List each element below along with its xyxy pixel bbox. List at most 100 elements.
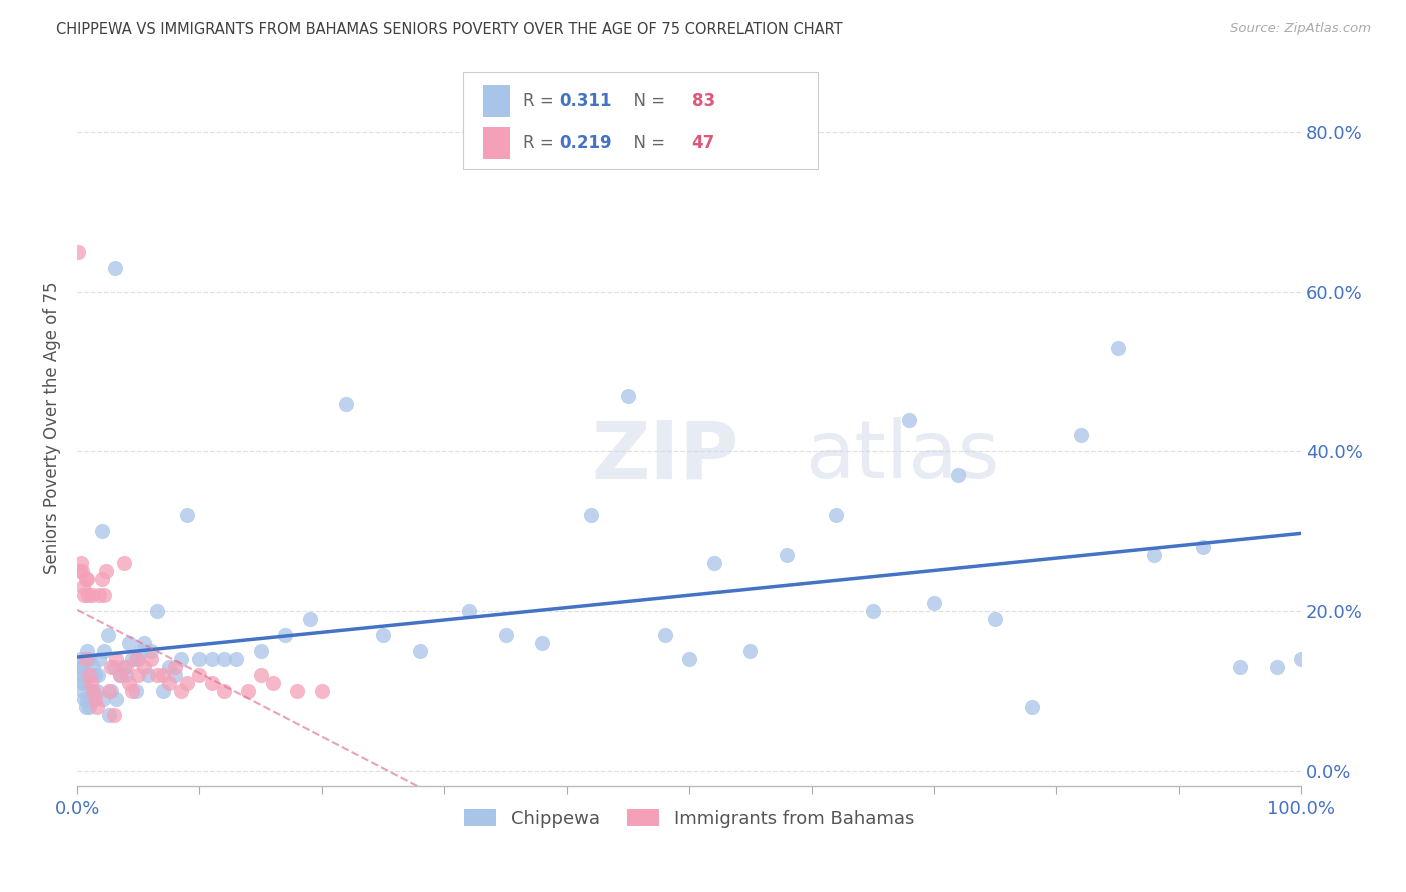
Point	[73, 691, 96, 706]
Point	[103, 660, 125, 674]
Point	[862, 604, 884, 618]
Point	[127, 667, 149, 681]
Point	[76, 691, 98, 706]
Point	[115, 660, 138, 674]
Text: R =: R =	[523, 134, 558, 152]
Point	[69, 667, 91, 681]
Text: CHIPPEWA VS IMMIGRANTS FROM BAHAMAS SENIORS POVERTY OVER THE AGE OF 75 CORRELATI: CHIPPEWA VS IMMIGRANTS FROM BAHAMAS SENI…	[56, 22, 842, 37]
Point	[163, 667, 186, 681]
Point	[79, 699, 101, 714]
Point	[145, 604, 167, 618]
Point	[70, 660, 93, 674]
Point	[176, 675, 198, 690]
Point	[75, 652, 97, 666]
Point	[97, 628, 120, 642]
Point	[82, 683, 104, 698]
Point	[72, 675, 94, 690]
Point	[531, 636, 554, 650]
Text: N =: N =	[623, 92, 671, 110]
Point	[922, 596, 945, 610]
Point	[100, 660, 122, 674]
Point	[1265, 660, 1288, 674]
Point	[225, 652, 247, 666]
Point	[100, 683, 122, 698]
Text: R =: R =	[523, 92, 558, 110]
Point	[1021, 699, 1043, 714]
Point	[371, 628, 394, 642]
Point	[87, 667, 110, 681]
Text: Source: ZipAtlas.com: Source: ZipAtlas.com	[1230, 22, 1371, 36]
Text: 47: 47	[692, 134, 714, 152]
Point	[70, 667, 93, 681]
Point	[104, 260, 127, 275]
Point	[188, 667, 211, 681]
Point	[72, 580, 94, 594]
Point	[77, 652, 100, 666]
Point	[1229, 660, 1251, 674]
Point	[108, 667, 131, 681]
Point	[125, 683, 148, 698]
Point	[163, 660, 186, 674]
Point	[170, 683, 193, 698]
Point	[170, 652, 193, 666]
Point	[139, 644, 162, 658]
Point	[73, 588, 96, 602]
Point	[212, 652, 235, 666]
Point	[69, 564, 91, 578]
Point	[201, 652, 224, 666]
Point	[1289, 652, 1312, 666]
Point	[152, 667, 174, 681]
Point	[125, 652, 148, 666]
Point	[1143, 548, 1166, 562]
Point	[112, 660, 135, 674]
Point	[409, 644, 432, 658]
Point	[274, 628, 297, 642]
Point	[79, 652, 101, 666]
Point	[1192, 540, 1215, 554]
Point	[457, 604, 479, 618]
Point	[86, 699, 108, 714]
Point	[76, 644, 98, 658]
Point	[1070, 428, 1092, 442]
Point	[212, 683, 235, 698]
Point	[121, 652, 143, 666]
FancyBboxPatch shape	[484, 85, 510, 117]
Point	[335, 396, 357, 410]
Text: 0.311: 0.311	[560, 92, 612, 110]
Point	[79, 667, 101, 681]
Text: atlas: atlas	[806, 417, 1000, 495]
Point	[75, 699, 97, 714]
Point	[176, 508, 198, 523]
Point	[948, 468, 970, 483]
Point	[69, 556, 91, 570]
Point	[311, 683, 333, 698]
Point	[90, 572, 112, 586]
Point	[77, 588, 100, 602]
Point	[703, 556, 725, 570]
FancyBboxPatch shape	[484, 127, 510, 159]
Point	[298, 612, 321, 626]
Point	[84, 667, 107, 681]
Point	[157, 660, 180, 674]
Point	[80, 691, 103, 706]
Point	[97, 683, 120, 698]
Point	[201, 675, 224, 690]
Point	[96, 564, 118, 578]
Point	[117, 636, 139, 650]
Point	[249, 644, 271, 658]
Text: 0.219: 0.219	[560, 134, 612, 152]
Point	[73, 675, 96, 690]
Point	[188, 652, 211, 666]
Point	[776, 548, 799, 562]
Point	[93, 588, 115, 602]
Point	[69, 660, 91, 674]
Text: ZIP: ZIP	[591, 417, 738, 495]
Point	[134, 660, 156, 674]
Point	[152, 683, 174, 698]
Point	[139, 652, 162, 666]
Point	[103, 707, 125, 722]
Point	[91, 691, 114, 706]
Point	[75, 572, 97, 586]
Point	[495, 628, 517, 642]
Point	[127, 652, 149, 666]
